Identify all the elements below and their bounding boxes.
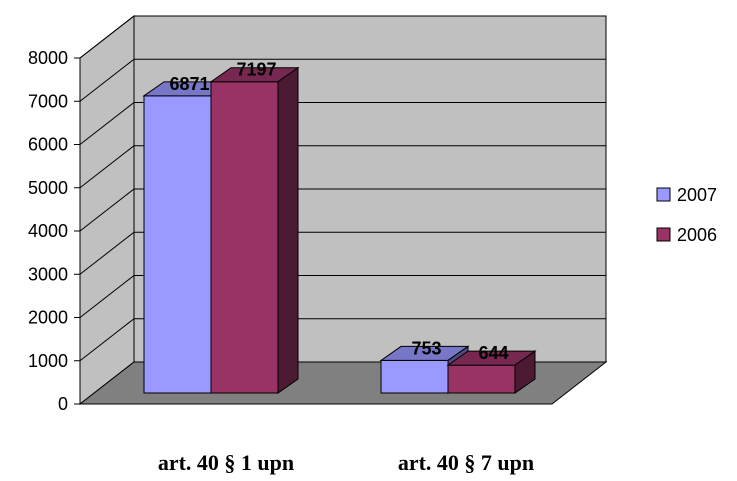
bar-side — [514, 350, 536, 394]
y-tick-label: 5000 — [28, 178, 68, 198]
y-tick-label: 6000 — [28, 135, 68, 155]
data-labels: 6871 7197 753 644 — [169, 60, 508, 363]
legend-swatch — [656, 187, 671, 202]
bar-side — [277, 66, 299, 394]
category-label: art. 40 § 7 upn — [398, 450, 534, 475]
y-tick-label: 7000 — [28, 91, 68, 111]
legend-label: 2007 — [677, 185, 717, 205]
legend-label: 2006 — [677, 225, 717, 245]
data-label: 644 — [478, 343, 508, 363]
legend: 2007 2006 — [656, 185, 717, 245]
bar-front — [143, 95, 212, 394]
data-label: 753 — [411, 338, 441, 358]
y-axis: 0 1000 2000 3000 4000 5000 6000 7000 8000 — [28, 48, 81, 414]
gridline-side — [79, 15, 135, 59]
category-labels: art. 40 § 1 upn art. 40 § 7 upn — [158, 450, 534, 475]
gridline-side — [79, 318, 135, 362]
gridline-side — [79, 231, 135, 275]
gridline-side — [79, 102, 135, 145]
data-label: 6871 — [169, 74, 209, 94]
y-tick-label: 4000 — [28, 221, 68, 241]
gridline-side — [79, 58, 135, 102]
gridline-side — [79, 275, 135, 318]
gridline-side — [79, 145, 135, 189]
y-tick-label: 8000 — [28, 48, 68, 68]
bar-front — [380, 359, 449, 394]
bar-front — [210, 81, 279, 394]
legend-swatch — [656, 227, 671, 242]
y-tick-label: 3000 — [28, 264, 68, 284]
category-label: art. 40 § 1 upn — [158, 450, 294, 475]
y-tick-label: 2000 — [28, 308, 68, 328]
bars — [142, 66, 537, 394]
data-label: 7197 — [236, 60, 276, 80]
bar-front — [447, 364, 516, 394]
y-tick-label: 0 — [58, 394, 68, 414]
y-tick-label: 1000 — [28, 351, 68, 371]
gridline-side — [79, 188, 135, 232]
